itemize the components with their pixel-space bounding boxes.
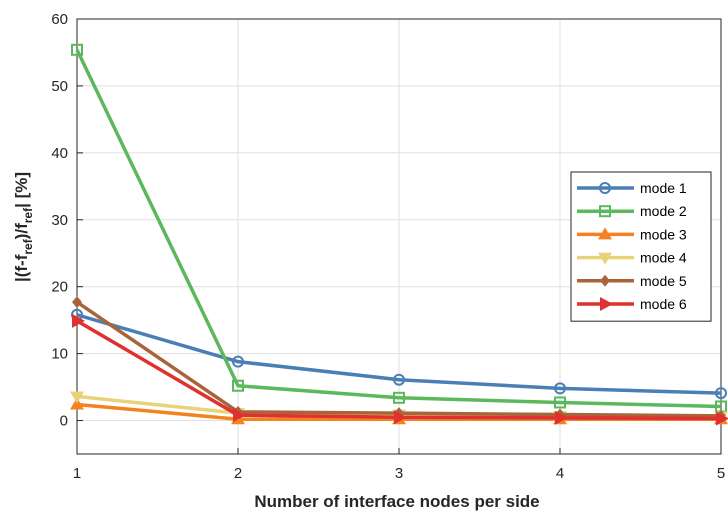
y-tick-label: 60 bbox=[51, 11, 68, 28]
legend-label: mode 6 bbox=[640, 296, 687, 312]
data-point bbox=[554, 382, 566, 395]
data-point bbox=[70, 397, 84, 410]
x-tick-label: 2 bbox=[234, 465, 242, 482]
x-tick-label: 5 bbox=[717, 465, 725, 482]
data-point bbox=[232, 379, 244, 392]
data-point bbox=[555, 410, 568, 425]
legend-marker bbox=[598, 227, 612, 240]
x-tick-label: 4 bbox=[556, 465, 564, 482]
x-tick-label: 1 bbox=[73, 465, 81, 482]
data-point bbox=[71, 43, 83, 56]
data-point bbox=[72, 296, 82, 309]
data-point bbox=[70, 391, 84, 404]
data-point bbox=[715, 387, 727, 400]
plot-area bbox=[70, 43, 728, 426]
y-tick-label: 0 bbox=[60, 413, 68, 430]
legend-box bbox=[570, 171, 712, 322]
data-point bbox=[393, 373, 405, 386]
legend-marker bbox=[599, 182, 611, 194]
data-point bbox=[554, 396, 566, 409]
legend-label: mode 1 bbox=[640, 180, 687, 196]
y-tick-label: 50 bbox=[51, 78, 68, 95]
series-line bbox=[75, 49, 722, 409]
y-tick-label: 10 bbox=[51, 346, 68, 363]
x-tick-label: 3 bbox=[395, 465, 403, 482]
y-axis-label: |(f-fref)/fref| [%] bbox=[12, 172, 35, 282]
data-point bbox=[72, 313, 85, 328]
legend-marker bbox=[600, 297, 613, 311]
legend-marker bbox=[600, 274, 610, 287]
y-tick-label: 40 bbox=[51, 145, 68, 162]
tick-labels: 0 10 20 30 40 50 60 1 2 3 4 5 bbox=[51, 11, 725, 482]
legend-label: mode 5 bbox=[640, 273, 687, 289]
legend-marker bbox=[599, 205, 611, 218]
data-point bbox=[716, 411, 728, 426]
legend-label: mode 2 bbox=[640, 203, 687, 219]
legend: mode 1 mode 2 mode 3 mode 4 mode 5 mode 6 bbox=[570, 171, 712, 322]
legend-label: mode 4 bbox=[640, 250, 687, 266]
axes bbox=[76, 18, 722, 455]
axes-box bbox=[76, 18, 722, 455]
series-line bbox=[76, 313, 722, 395]
legend-label: mode 3 bbox=[640, 226, 687, 242]
data-point bbox=[393, 391, 405, 404]
legend-marker bbox=[598, 252, 612, 265]
y-tick-label: 20 bbox=[51, 279, 68, 296]
data-point bbox=[394, 410, 407, 425]
x-axis-label: Number of interface nodes per side bbox=[254, 492, 539, 511]
data-point bbox=[233, 408, 246, 423]
y-tick-label: 30 bbox=[51, 212, 68, 229]
data-point bbox=[232, 355, 244, 368]
